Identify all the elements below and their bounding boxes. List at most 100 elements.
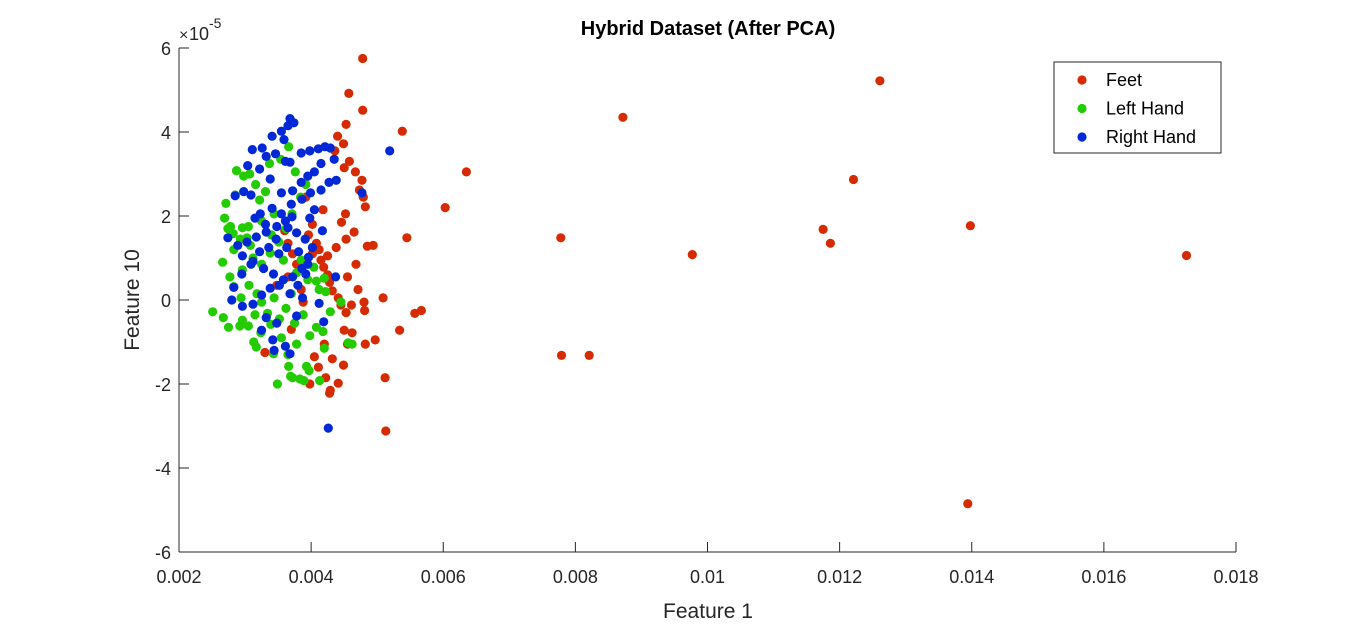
point-feet bbox=[360, 305, 370, 316]
point-left-hand bbox=[260, 187, 271, 197]
x-tick-label: 0.004 bbox=[289, 567, 334, 587]
y-tick-label: -2 bbox=[155, 375, 171, 395]
point-right-hand bbox=[331, 272, 341, 282]
x-tick-label: 0.018 bbox=[1213, 567, 1258, 587]
x-tick-label: 0.014 bbox=[949, 567, 994, 587]
point-right-hand bbox=[301, 269, 311, 279]
point-right-hand bbox=[259, 263, 269, 274]
point-right-hand bbox=[247, 145, 257, 155]
point-feet bbox=[825, 238, 836, 248]
point-right-hand bbox=[227, 295, 237, 305]
point-right-hand bbox=[237, 301, 247, 311]
point-feet bbox=[333, 131, 343, 141]
point-feet bbox=[316, 255, 326, 265]
point-right-hand bbox=[230, 191, 240, 201]
point-left-hand bbox=[305, 331, 315, 341]
point-right-hand bbox=[237, 269, 247, 279]
point-right-hand bbox=[288, 186, 298, 196]
point-feet bbox=[440, 203, 450, 213]
point-feet bbox=[350, 167, 360, 177]
point-left-hand bbox=[290, 167, 300, 177]
point-right-hand bbox=[257, 143, 267, 153]
point-feet bbox=[584, 350, 594, 360]
point-left-hand bbox=[272, 379, 282, 389]
point-feet bbox=[341, 119, 351, 129]
point-right-hand bbox=[286, 199, 296, 209]
point-left-hand bbox=[296, 255, 306, 265]
point-left-hand bbox=[269, 293, 279, 303]
point-feet bbox=[358, 53, 368, 64]
point-right-hand bbox=[285, 157, 295, 167]
point-right-hand bbox=[237, 251, 247, 261]
point-left-hand bbox=[336, 297, 346, 307]
point-right-hand bbox=[276, 126, 286, 136]
chart-title: Hybrid Dataset (After PCA) bbox=[581, 18, 835, 40]
point-right-hand bbox=[248, 299, 258, 309]
point-feet bbox=[333, 378, 343, 388]
point-right-hand bbox=[309, 205, 319, 215]
point-right-hand bbox=[294, 247, 304, 257]
point-feet bbox=[313, 362, 323, 372]
point-left-hand bbox=[292, 339, 302, 349]
point-feet bbox=[260, 347, 270, 358]
point-left-hand bbox=[281, 303, 291, 313]
point-right-hand bbox=[272, 221, 282, 232]
point-feet bbox=[340, 209, 351, 219]
point-right-hand bbox=[285, 289, 295, 299]
point-right-hand bbox=[296, 177, 306, 187]
point-right-hand bbox=[268, 269, 279, 279]
point-feet bbox=[1181, 250, 1192, 261]
data-points bbox=[208, 53, 1192, 509]
point-right-hand bbox=[293, 280, 303, 290]
legend-label-feet: Feet bbox=[1106, 70, 1142, 90]
point-feet bbox=[309, 352, 319, 362]
point-feet bbox=[360, 202, 370, 212]
point-left-hand bbox=[304, 366, 314, 376]
y-exponent-power: -5 bbox=[209, 15, 222, 31]
point-feet bbox=[323, 251, 333, 261]
point-left-hand bbox=[220, 213, 230, 223]
point-right-hand bbox=[243, 161, 253, 171]
point-left-hand bbox=[315, 376, 325, 386]
point-left-hand bbox=[284, 361, 294, 371]
point-right-hand bbox=[314, 298, 324, 308]
point-right-hand bbox=[272, 318, 282, 328]
point-right-hand bbox=[296, 148, 306, 158]
point-right-hand bbox=[274, 280, 284, 290]
point-right-hand bbox=[246, 190, 256, 200]
point-left-hand bbox=[311, 322, 321, 332]
point-right-hand bbox=[271, 234, 281, 244]
point-feet bbox=[339, 325, 349, 335]
point-feet bbox=[378, 293, 388, 303]
point-feet bbox=[344, 156, 354, 166]
point-right-hand bbox=[288, 272, 298, 282]
point-right-hand bbox=[317, 226, 327, 236]
point-feet bbox=[397, 126, 407, 136]
point-right-hand bbox=[261, 151, 271, 161]
point-feet bbox=[336, 217, 347, 227]
point-feet bbox=[358, 105, 368, 115]
point-feet bbox=[327, 354, 337, 364]
point-right-hand bbox=[292, 311, 302, 321]
point-right-hand bbox=[257, 290, 267, 300]
point-left-hand bbox=[251, 179, 261, 190]
point-feet bbox=[339, 163, 349, 173]
point-right-hand bbox=[300, 234, 310, 244]
point-left-hand bbox=[255, 195, 265, 205]
point-feet bbox=[346, 300, 356, 310]
point-feet bbox=[347, 328, 357, 338]
point-feet bbox=[331, 242, 341, 253]
point-right-hand bbox=[251, 232, 261, 242]
point-right-hand bbox=[270, 149, 281, 159]
point-right-hand bbox=[385, 146, 395, 156]
point-right-hand bbox=[261, 313, 271, 323]
point-right-hand bbox=[242, 237, 252, 247]
x-tick-label: 0.01 bbox=[690, 567, 725, 587]
point-left-hand bbox=[245, 169, 255, 179]
series-right-hand bbox=[223, 114, 395, 433]
point-feet bbox=[556, 233, 566, 243]
point-left-hand bbox=[221, 198, 231, 208]
point-feet bbox=[351, 259, 361, 269]
